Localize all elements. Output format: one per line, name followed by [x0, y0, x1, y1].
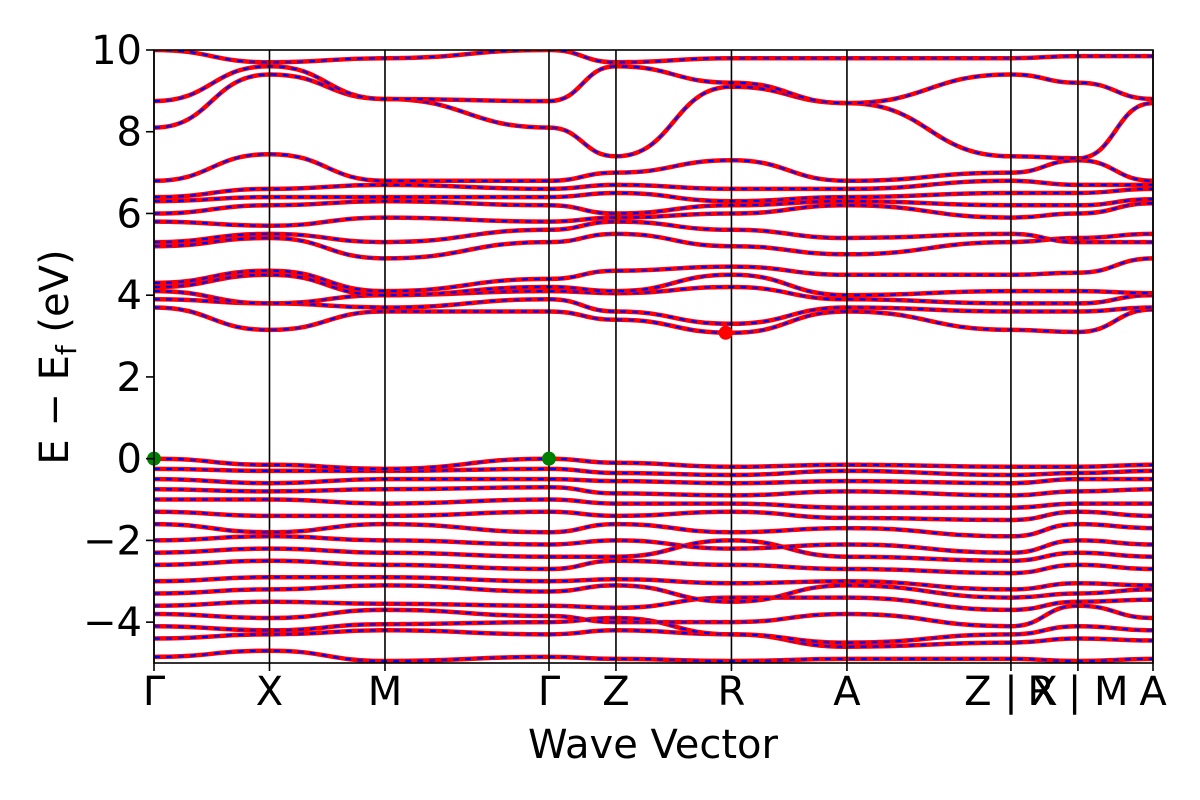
- band-line-spin-up-27: [154, 178, 1153, 200]
- band-line-spin-up-31: [154, 50, 1153, 65]
- y-tick-label-7: −4: [83, 600, 142, 646]
- band-line-spin-down-31: [154, 50, 1153, 64]
- band-line-spin-down-2: [154, 616, 1153, 644]
- y-tick-label-0: 10: [91, 28, 142, 74]
- band-line-spin-down-20: [154, 273, 1153, 297]
- vbm-marker-1: [541, 451, 556, 466]
- x-tick-label-0: Γ: [143, 669, 166, 715]
- band-line-spin-down-14: [154, 477, 1153, 485]
- y-axis-label-sub: f: [50, 344, 83, 355]
- band-line-spin-down-6: [154, 576, 1153, 591]
- band-line-spin-down-1: [154, 629, 1153, 648]
- band-line-spin-down-25: [154, 198, 1153, 215]
- y-tick-label-4: 2: [117, 355, 142, 401]
- x-axis-label: Wave Vector: [528, 722, 779, 768]
- band-line-spin-up-29: [154, 72, 1153, 161]
- band-line-spin-up-10: [154, 521, 1153, 539]
- band-line-spin-down-28: [154, 153, 1153, 182]
- band-line-spin-down-10: [154, 522, 1153, 538]
- x-tick-label-2: M: [368, 669, 403, 715]
- x-tick-label-6: A: [833, 669, 861, 715]
- plot-frame: [153, 49, 1154, 664]
- band-line-spin-down-13: [154, 486, 1153, 497]
- cbm-marker-2: [718, 325, 733, 340]
- band-line-spin-down-9: [154, 535, 1153, 554]
- y-tick-label-1: 8: [117, 110, 142, 156]
- band-line-spin-down-23: [154, 220, 1153, 244]
- band-line-spin-up-16: [154, 456, 1153, 472]
- y-tick-label-5: 0: [117, 437, 142, 483]
- x-tick-label-3: Γ: [538, 669, 561, 715]
- plot-area: [147, 49, 1154, 664]
- x-tick-label-4: Z: [602, 669, 629, 715]
- band-line-spin-down-12: [154, 498, 1153, 509]
- band-line-spin-down-22: [154, 232, 1153, 260]
- band-line-spin-down-3: [154, 604, 1153, 628]
- band-line-spin-down-21: [154, 257, 1153, 293]
- x-tick-label-1: X: [256, 669, 283, 715]
- x-tick-label-9: A: [1139, 669, 1167, 715]
- band-line-spin-down-26: [154, 187, 1153, 203]
- band-line-spin-down-29: [154, 73, 1153, 160]
- band-line-spin-down-8: [154, 539, 1153, 562]
- y-axis-label-main: E − E: [32, 355, 78, 465]
- band-line-spin-down-30: [154, 65, 1153, 105]
- y-axis-label: E − Ef (eV): [32, 249, 83, 464]
- x-tick-label-5: R: [718, 669, 746, 715]
- band-line-spin-up-18: [154, 297, 1153, 327]
- x-tick-label-7: Z | X: [964, 669, 1058, 715]
- band-line-spin-down-19: [154, 285, 1153, 305]
- x-tick-label-8: R | M: [1027, 669, 1128, 715]
- band-line-spin-down-7: [154, 559, 1153, 575]
- y-axis-ticks: 10 8 6 4 2 0 −2 −4: [83, 28, 154, 646]
- y-tick-label-3: 4: [117, 273, 142, 319]
- band-line-spin-down-15: [154, 467, 1153, 477]
- band-line-spin-down-17: [154, 306, 1153, 334]
- band-line-spin-down-5: [154, 584, 1153, 603]
- band-line-spin-up-0: [154, 648, 1153, 663]
- bands: [154, 50, 1153, 663]
- y-axis-label-unit: (eV): [32, 249, 78, 345]
- y-tick-label-2: 6: [117, 191, 142, 237]
- band-line-spin-up-25: [154, 196, 1153, 216]
- band-line-spin-up-26: [154, 186, 1153, 204]
- band-edge-markers: [147, 325, 733, 466]
- band-line-spin-down-24: [154, 202, 1153, 227]
- y-tick-label-6: −2: [83, 518, 142, 564]
- band-line-spin-down-11: [154, 510, 1153, 522]
- band-line-spin-down-4: [154, 596, 1153, 612]
